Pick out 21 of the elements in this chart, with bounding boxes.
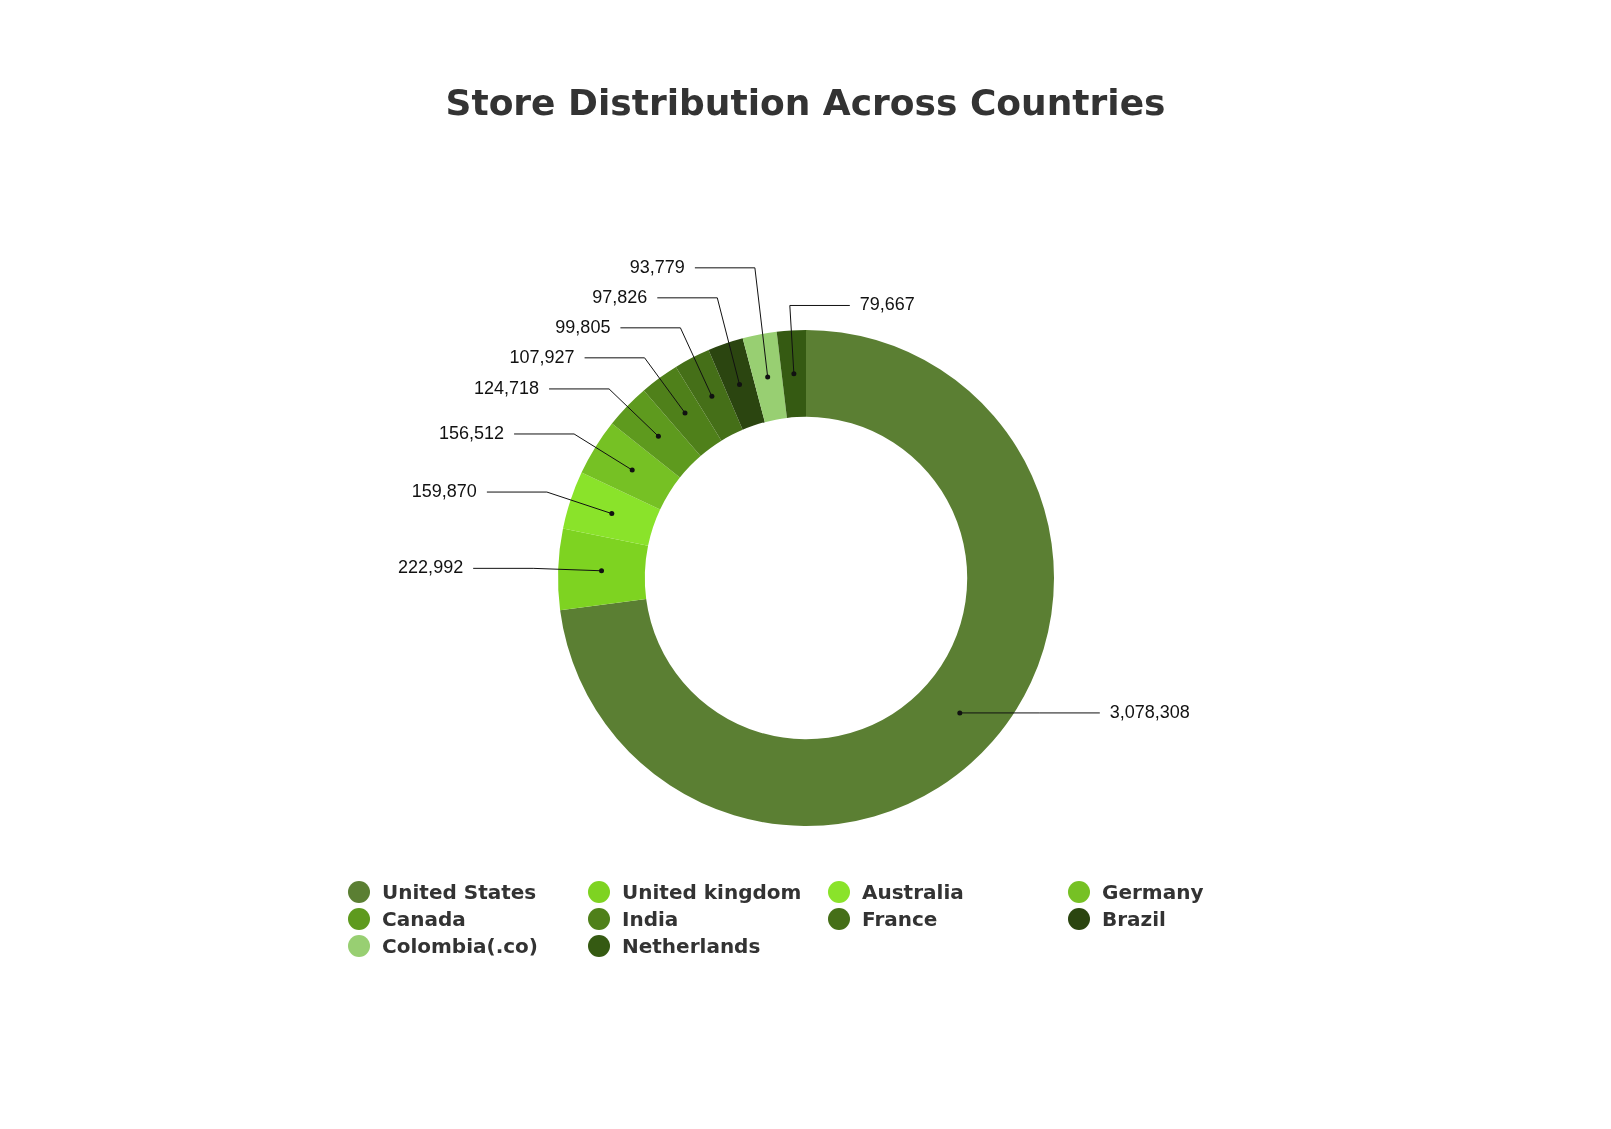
data-label: 222,992	[398, 557, 464, 578]
legend-label: France	[862, 907, 938, 931]
legend-label: Brazil	[1102, 907, 1166, 931]
data-label: 156,512	[439, 422, 505, 443]
legend-label: Germany	[1102, 880, 1204, 904]
data-label: 159,870	[411, 481, 477, 502]
data-label: 107,927	[509, 346, 575, 367]
data-label: 99,805	[555, 316, 611, 337]
data-label: 79,667	[859, 294, 915, 315]
legend-label: Canada	[382, 907, 466, 931]
data-label: 93,779	[629, 256, 685, 277]
legend-label: India	[622, 907, 679, 931]
legend-label: United States	[382, 880, 537, 904]
legend-label: Australia	[862, 880, 964, 904]
legend-label: United kingdom	[622, 880, 802, 904]
data-label: 97,826	[592, 286, 648, 307]
chart-title: Store Distribution Across Countries	[444, 82, 1167, 123]
legend-label: Netherlands	[622, 934, 761, 958]
legend-label: Colombia(.co)	[382, 934, 538, 958]
data-label: 3,078,308	[1109, 701, 1190, 722]
data-label: 124,718	[473, 377, 540, 398]
